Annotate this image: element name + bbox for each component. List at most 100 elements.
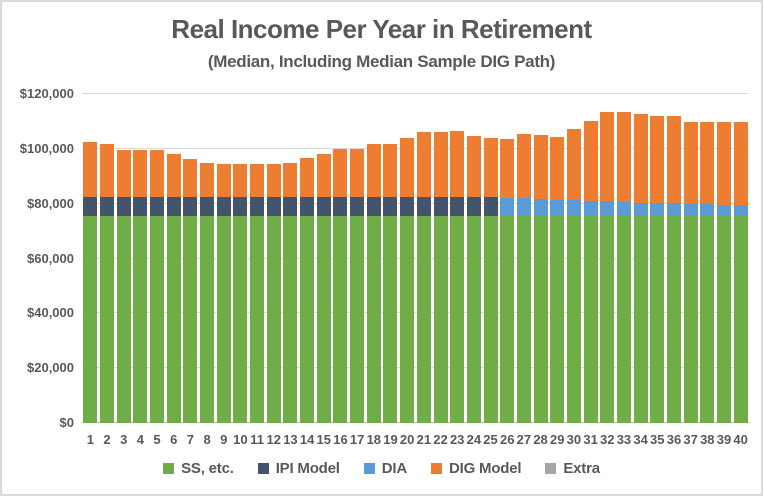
bar-segment-dia <box>633 202 648 217</box>
x-axis-label: 31 <box>583 432 598 447</box>
bar-segment-dig-model <box>100 143 114 198</box>
bar-segment-dig-model <box>350 149 365 198</box>
bar-segment-dig-model <box>550 136 565 200</box>
bar-segment-dig-model <box>116 149 131 198</box>
bar-segment-ss-etc <box>483 216 498 423</box>
bar-year-39 <box>716 121 731 423</box>
x-axis-label: 2 <box>103 432 111 447</box>
y-axis-label: $120,000 <box>19 86 74 101</box>
bar-year-21 <box>416 131 431 423</box>
gridline <box>82 93 749 94</box>
bar-year-2 <box>100 143 114 423</box>
legend-swatch <box>545 463 557 474</box>
bar-segment-dig-model <box>500 139 515 198</box>
bar-segment-dig-model <box>283 163 298 198</box>
bar-segment-dig-model <box>266 163 281 198</box>
bar-segment-ss-etc <box>566 216 581 423</box>
x-axis-label: 32 <box>600 432 615 447</box>
bar-year-8 <box>200 163 215 423</box>
y-axis-label: $100,000 <box>19 140 74 156</box>
bar-segment-dig-model <box>583 121 598 201</box>
legend-swatch <box>363 463 375 474</box>
bar-segment-dig-model <box>83 141 98 198</box>
bar-segment-dig-model <box>383 143 398 198</box>
bar-segment-dia <box>733 205 748 217</box>
x-axis-label: 35 <box>650 432 665 447</box>
x-axis-label: 17 <box>349 432 365 447</box>
bar-segment-dig-model <box>683 121 698 204</box>
bar-segment-ipi-model <box>450 197 465 217</box>
bar-year-6 <box>166 153 181 423</box>
bar-segment-ss-etc <box>516 216 531 423</box>
x-axis-label: 29 <box>550 432 565 447</box>
bar-segment-ipi-model <box>250 197 265 217</box>
bar-year-32 <box>600 112 615 423</box>
x-axis-label: 7 <box>186 432 194 447</box>
bar-year-16 <box>333 149 348 423</box>
bar-year-28 <box>533 135 548 423</box>
x-axis-label: 24 <box>466 432 482 447</box>
gridline <box>82 312 749 314</box>
bar-year-37 <box>683 121 698 423</box>
x-axis-label: 9 <box>220 432 228 447</box>
legend-label: Extra <box>563 460 600 477</box>
x-axis-line <box>82 422 749 423</box>
bar-year-31 <box>583 121 598 423</box>
bar-segment-ipi-model <box>183 197 198 217</box>
bar-segment-dig-model <box>216 163 231 198</box>
bar-segment-ss-etc <box>733 216 748 423</box>
bar-segment-ss-etc <box>583 216 598 423</box>
x-axis-label: 33 <box>616 432 632 447</box>
bar-year-9 <box>216 163 231 423</box>
bar-segment-ss-etc <box>200 216 215 423</box>
bar-year-14 <box>300 158 315 423</box>
bar-segment-ss-etc <box>416 216 431 423</box>
x-axis-label: 15 <box>316 432 332 447</box>
legend-item-dia: DIA <box>363 460 407 477</box>
x-axis-label: 39 <box>716 432 732 447</box>
bar-segment-dig-model <box>466 135 481 198</box>
bar-segment-ss-etc <box>466 216 481 423</box>
bar-segment-ipi-model <box>266 197 281 217</box>
bar-segment-ipi-model <box>400 197 415 217</box>
bar-segment-ipi-model <box>216 197 231 217</box>
x-axis-label: 22 <box>433 432 448 447</box>
chart-subtitle: (Median, Including Median Sample DIG Pat… <box>207 52 556 71</box>
x-axis-label: 38 <box>700 432 715 447</box>
legend-swatch <box>163 463 175 474</box>
x-axis-label: 4 <box>136 432 144 447</box>
bar-segment-ss-etc <box>333 216 348 423</box>
bar-segment-ss-etc <box>716 216 731 423</box>
bar-segment-dia <box>666 203 681 217</box>
bar-segment-ss-etc <box>300 216 315 423</box>
bar-segment-dig-model <box>533 135 548 200</box>
bar-segment-dig-model <box>666 115 681 204</box>
bar-segment-ss-etc <box>550 216 565 423</box>
bar-segment-dig-model <box>400 137 415 198</box>
bar-year-10 <box>233 163 248 423</box>
bar-year-11 <box>250 163 265 423</box>
bar-segment-dig-model <box>700 121 715 205</box>
bar-segment-dia <box>583 200 598 217</box>
x-axis-label: 28 <box>533 432 548 447</box>
x-axis-label: 11 <box>250 432 264 447</box>
bar-segment-ss-etc <box>383 216 398 423</box>
x-axis-label: 26 <box>499 432 515 447</box>
bar-segment-ss-etc <box>133 216 148 423</box>
y-axis-label: $40,000 <box>27 305 74 321</box>
x-axis-label: 10 <box>233 432 248 447</box>
x-axis-label: 14 <box>299 432 315 447</box>
bar-segment-ipi-model <box>333 197 348 217</box>
x-axis-label: 8 <box>203 432 211 447</box>
bar-segment-ipi-model <box>233 197 248 217</box>
bar-segment-ss-etc <box>500 216 515 423</box>
bar-segment-ss-etc <box>316 216 331 423</box>
bar-segment-dia <box>700 204 715 217</box>
bar-segment-ss-etc <box>350 216 365 423</box>
x-axis-label: 1 <box>86 432 94 447</box>
bar-segment-ss-etc <box>216 216 231 423</box>
plot-area <box>82 93 749 423</box>
bar-segment-dia <box>650 202 665 217</box>
gridline <box>82 367 749 369</box>
legend-item-extra: Extra <box>545 460 600 477</box>
